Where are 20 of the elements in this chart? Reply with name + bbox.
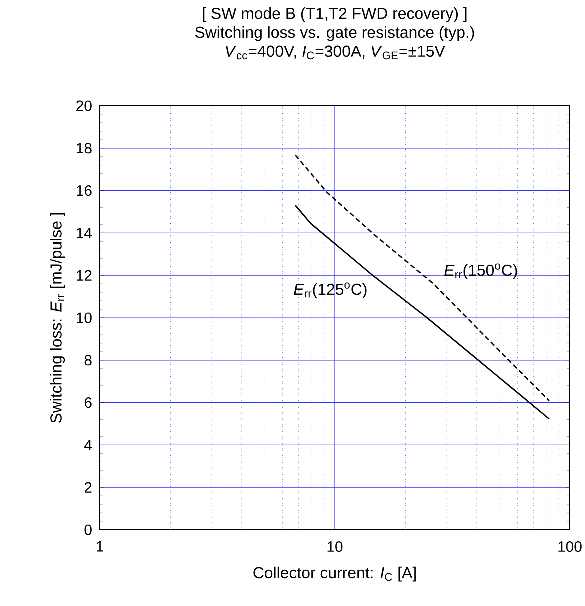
- y-tick-label: 14: [77, 228, 92, 238]
- y-tick-label: 8: [84, 355, 92, 366]
- x-tick-label: 1: [96, 541, 104, 552]
- y-tick-label: 18: [77, 143, 92, 154]
- y-tick-label: 6: [84, 398, 92, 408]
- y-tick-label: 10: [77, 312, 92, 324]
- x-tick-label: 10: [328, 541, 343, 552]
- y-tick-label: 0: [84, 524, 92, 536]
- y-tick-label: 4: [84, 440, 92, 450]
- x-axis-title: Collector current: I$_{C}$ [A]: [254, 566, 416, 582]
- series-label: E$_{rr}$(125$^{o}$C): [294, 282, 367, 298]
- y-axis-title: Switching loss: E$_{rr}$ [mJ/pulse ]: [50, 213, 66, 424]
- x-tick-label: 100: [558, 541, 582, 552]
- chart-title: [ SW mode B (T1,T2 FWD recovery) ]: [203, 8, 467, 22]
- y-tick-label: 2: [84, 482, 92, 493]
- y-tick-label: 16: [77, 186, 92, 196]
- y-tick-label: 20: [76, 100, 92, 112]
- y-tick-label: 12: [77, 270, 92, 281]
- chart-subtitle: Switching loss vs. gate resistance (typ.): [195, 26, 474, 42]
- text: V$_{cc}$=400V, I$_{C}$=300A, V$_{GE}$=±15V: [226, 46, 446, 60]
